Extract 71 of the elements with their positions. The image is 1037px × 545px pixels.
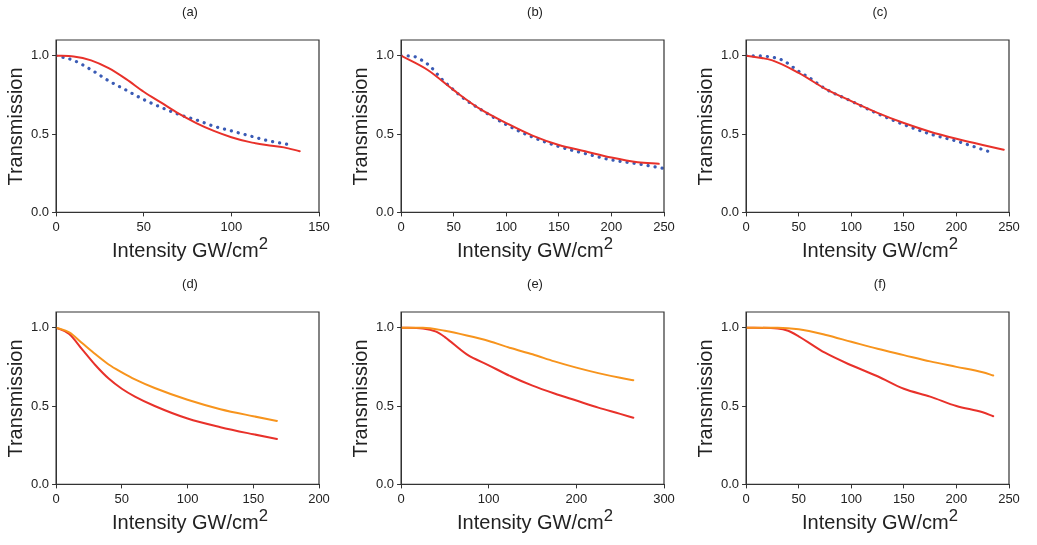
y-axis-title: Transmission [3,66,27,188]
x-axis-title: Intensity GW/cm$^{2}$ [111,234,269,262]
x-tick-label: 0 [742,490,750,506]
x-axis-title: Intensity GW/cm$^{2}$ [456,506,614,534]
y-tick-label: 0.0 [30,475,50,491]
y-axis-title: Transmission [693,338,717,460]
x-tick-label: 250 [653,218,675,234]
x-tick-label: 100 [220,218,243,234]
x-tick-label: 50 [791,218,806,234]
x-axis-title: Intensity GW/cm$^{2}$ [801,234,959,262]
y-tick-label: 1.0 [375,319,395,335]
x-tick-label: 150 [892,490,915,506]
y-tick-label: 0.0 [720,475,740,491]
y-tick-label: 1.0 [30,319,50,335]
line-series [56,326,278,422]
y-axis-title: Transmission [348,338,372,460]
y-tick-label: 0.5 [720,397,740,413]
x-tick-label: 0 [397,490,405,506]
x-tick-label: 150 [308,218,330,234]
y-tick-label: 0.0 [30,203,50,219]
chart-title: (c) [871,4,889,19]
x-tick-label: 100 [176,490,199,506]
x-axis-title: Intensity GW/cm$^{2}$ [111,506,269,534]
y-tick-label: 0.5 [30,125,50,141]
x-tick-label: 200 [600,218,623,234]
y-tick-label: 1.0 [30,47,50,63]
y-tick-label: 1.0 [720,319,740,335]
y-tick-label: 1.0 [720,47,740,63]
x-tick-label: 150 [892,218,915,234]
x-tick-label: 100 [840,218,863,234]
x-tick-label: 50 [136,218,151,234]
y-tick-label: 0.5 [375,397,395,413]
x-tick-label: 200 [945,218,968,234]
x-tick-label: 0 [742,218,750,234]
x-tick-label: 100 [477,490,500,506]
x-axis-title: Intensity GW/cm$^{2}$ [456,234,614,262]
chart-title: (a) [181,4,199,19]
chart-title: (b) [526,4,544,19]
y-tick-label: 0.5 [30,397,50,413]
y-axis-title: Transmission [348,66,372,188]
chart-title: (d) [181,276,199,291]
x-tick-label: 0 [397,218,405,234]
x-tick-label: 200 [565,490,588,506]
x-tick-label: 150 [242,490,265,506]
line-series [56,326,278,440]
x-tick-label: 200 [308,490,330,506]
y-tick-label: 0.5 [720,125,740,141]
x-tick-label: 250 [998,490,1020,506]
y-axis-title: Transmission [693,66,717,188]
x-tick-label: 200 [945,490,968,506]
x-tick-label: 0 [52,218,60,234]
y-tick-label: 0.0 [375,203,395,219]
y-tick-label: 0.0 [375,475,395,491]
y-tick-label: 1.0 [375,47,395,63]
x-tick-label: 300 [653,490,675,506]
x-tick-label: 50 [446,218,461,234]
x-tick-label: 50 [791,490,806,506]
y-axis-title: Transmission [3,338,27,460]
chart-title: (f) [872,276,888,291]
x-tick-label: 50 [114,490,130,506]
x-tick-label: 250 [998,218,1020,234]
chart-title: (e) [526,276,544,291]
x-tick-label: 0 [52,490,60,506]
x-tick-label: 100 [495,218,518,234]
x-axis-title: Intensity GW/cm$^{2}$ [801,506,959,534]
line-series [401,326,635,382]
y-tick-label: 0.0 [720,203,740,219]
x-tick-label: 150 [547,218,570,234]
x-tick-label: 100 [840,490,863,506]
line-series [746,326,995,377]
y-tick-label: 0.5 [375,125,395,141]
